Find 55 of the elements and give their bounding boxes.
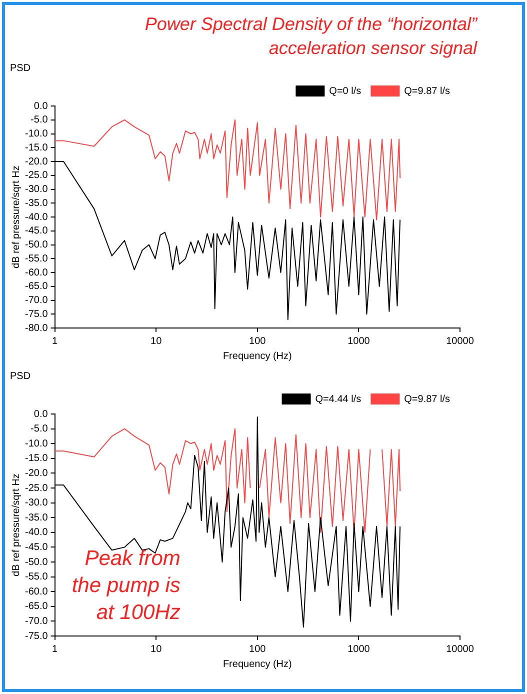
chart-subtitle: PSD — [10, 62, 31, 74]
legend-label: Q=4.44 l/s — [315, 394, 362, 405]
annotation: Peak from the pump is at 100Hz — [72, 546, 181, 624]
chart-title: PSD — [10, 370, 31, 382]
y-tick-label: -75.0 — [24, 630, 48, 642]
x-tick-label: 100 — [249, 336, 266, 347]
y-tick-label: -65.0 — [24, 601, 48, 612]
x-axis-title: Frequency (Hz) — [222, 350, 292, 362]
y-tick-label: -50.0 — [24, 240, 48, 250]
y-tick-label: -30.0 — [24, 498, 48, 509]
y-tick-label: -55.0 — [24, 572, 48, 583]
y-tick-label: -30.0 — [24, 184, 48, 195]
chart-title: Power Spectral Density of the “horizontal” acceleration sensor signal — [144, 13, 477, 60]
y-tick-label: -45.0 — [24, 542, 48, 553]
y-tick-label: -70.0 — [24, 295, 48, 306]
y-tick-label: -15.0 — [24, 142, 48, 154]
legend-label: Q=9.87 l/s — [404, 86, 450, 97]
y-axis-title: dB ref pressure/sqrt Hz — [10, 474, 22, 576]
y-axis-title: dB ref pressure/sqrt Hz — [10, 166, 22, 268]
y-tick-label: -55.0 — [24, 253, 48, 264]
x-tick-label: 10000 — [446, 644, 474, 655]
y-tick-label: -65.0 — [24, 281, 48, 292]
y-tick-label: -70.0 — [24, 616, 48, 627]
y-tick-label: -35.0 — [24, 512, 48, 524]
x-tick-label: 10000 — [446, 336, 474, 347]
x-tick-label: 10 — [150, 336, 162, 347]
y-tick-label: -5.0 — [30, 114, 48, 126]
x-tick-label: 100 — [249, 644, 266, 655]
y-tick-label: -75.0 — [24, 308, 48, 320]
x-tick-label: 1 — [52, 336, 58, 347]
y-tick-label: -50.0 — [24, 556, 48, 568]
y-tick-label: 0.0 — [34, 100, 48, 112]
y-tick-label: -10.0 — [24, 128, 48, 140]
y-tick-label: -25.0 — [24, 482, 48, 494]
x-axis-title: Frequency (Hz) — [222, 658, 292, 670]
y-tick-label: -40.0 — [24, 527, 48, 538]
y-tick-label: -35.0 — [24, 198, 48, 209]
y-tick-label: -20.0 — [24, 156, 48, 168]
x-tick-label: 1000 — [348, 644, 370, 655]
y-tick-label: -15.0 — [24, 453, 48, 464]
y-tick-label: -10.0 — [24, 438, 48, 450]
legend-label: Q=9.87 l/s — [404, 394, 450, 405]
y-tick-label: -20.0 — [24, 468, 48, 479]
y-tick-label: 0.0 — [34, 408, 48, 420]
x-tick-label: 1 — [52, 644, 58, 655]
x-tick-label: 10 — [150, 644, 162, 655]
y-tick-label: -80.0 — [24, 322, 48, 334]
y-tick-label: -40.0 — [24, 212, 48, 223]
x-tick-label: 1000 — [348, 336, 370, 347]
y-tick-label: -60.0 — [24, 267, 48, 278]
y-tick-label: -25.0 — [24, 170, 48, 182]
y-tick-label: -45.0 — [24, 226, 48, 237]
y-tick-label: -5.0 — [30, 424, 48, 435]
y-tick-label: -60.0 — [24, 586, 48, 598]
legend-label: Q=0 l/s — [329, 86, 362, 97]
